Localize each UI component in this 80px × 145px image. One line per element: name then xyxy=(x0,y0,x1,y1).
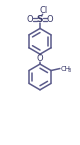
Text: O: O xyxy=(37,54,43,63)
Text: CH: CH xyxy=(61,66,71,71)
Text: O: O xyxy=(46,15,53,24)
Text: Cl: Cl xyxy=(40,6,48,15)
Text: 3: 3 xyxy=(67,68,71,72)
Text: O: O xyxy=(27,15,34,24)
Text: S: S xyxy=(37,15,43,24)
